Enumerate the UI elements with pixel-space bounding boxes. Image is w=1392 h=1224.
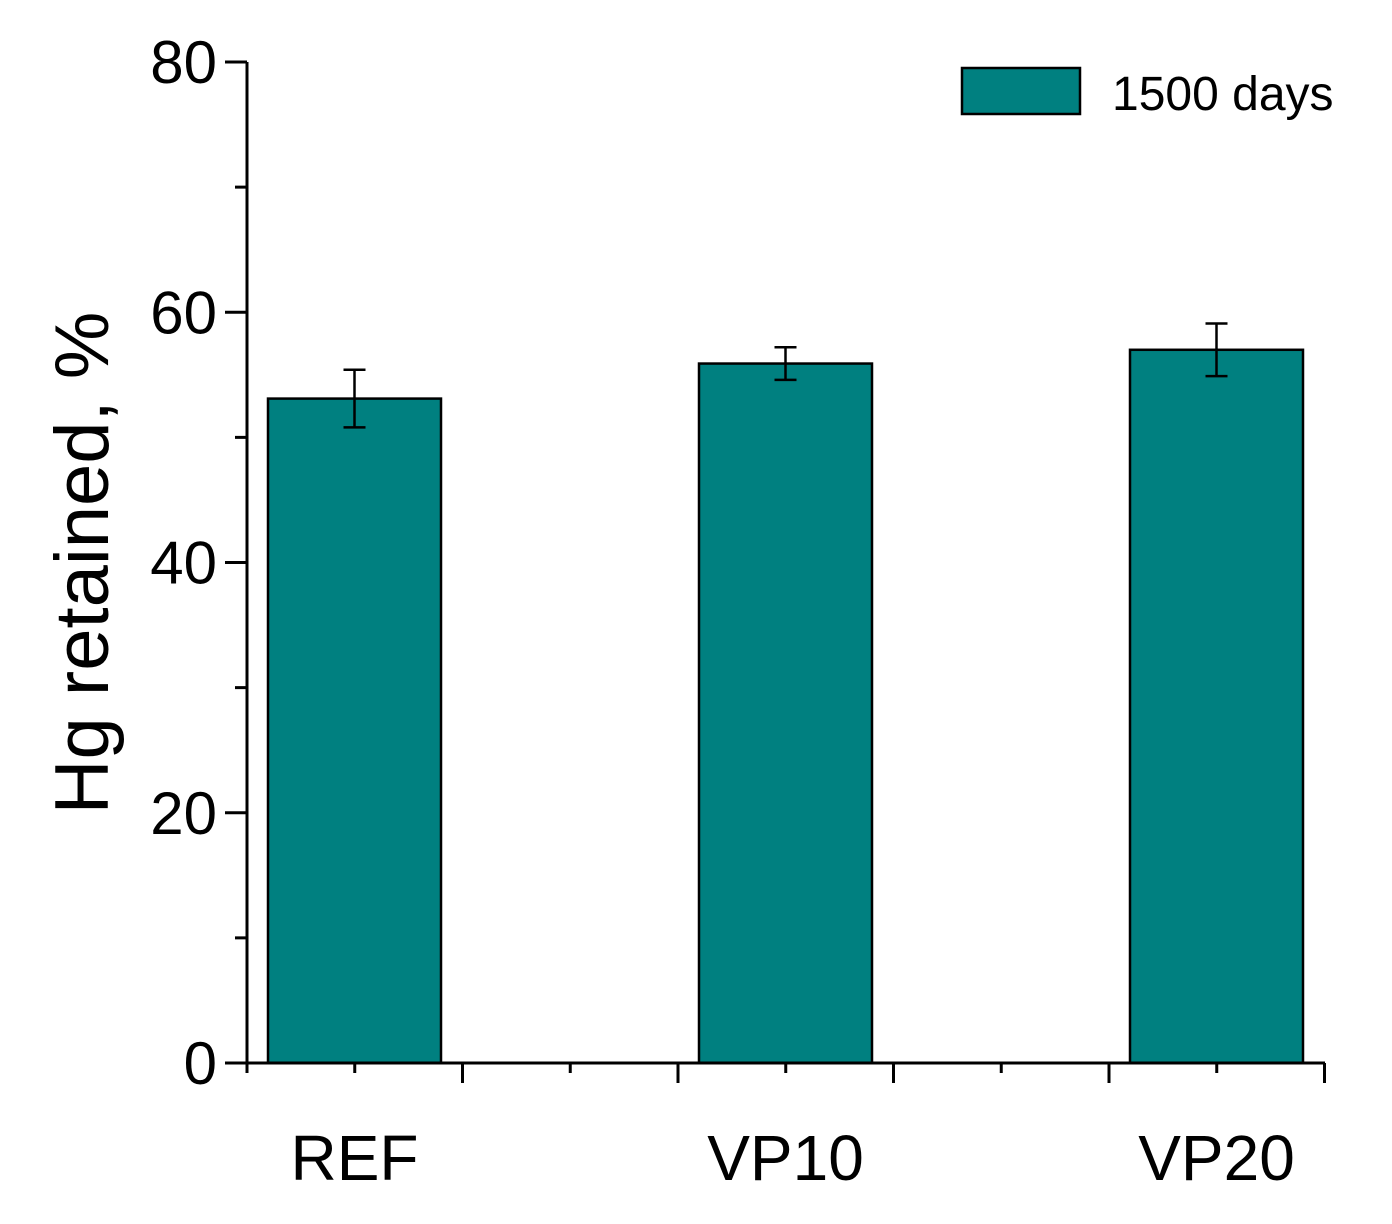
- y-tick-label: 60: [150, 279, 217, 346]
- bar-vp10: [697, 362, 874, 1065]
- bars-layer: [266, 348, 1305, 1065]
- y-tick-labels: 0 20 40 60 80: [150, 29, 217, 1097]
- axes-layer: [225, 60, 1326, 1083]
- error-bar-vp10: [774, 346, 797, 382]
- error-bar-vp20: [1205, 322, 1228, 378]
- y-tick-label: 80: [150, 29, 217, 96]
- legend: 1500 days: [960, 66, 1334, 121]
- x-tick-labels: REF VP10 VP20: [291, 1122, 1295, 1194]
- x-tick-label-vp10: VP10: [707, 1122, 864, 1194]
- y-tick-label: 20: [150, 780, 217, 847]
- x-tick-label-ref: REF: [291, 1122, 419, 1194]
- y-axis-title: Hg retained, %: [40, 312, 125, 815]
- error-bar-ref: [343, 368, 366, 429]
- bar-vp20: [1128, 348, 1305, 1065]
- error-bars-layer: [343, 322, 1228, 429]
- legend-label: 1500 days: [1112, 68, 1334, 121]
- legend-swatch: [960, 66, 1082, 116]
- bar-ref: [266, 397, 443, 1065]
- y-tick-label: 0: [184, 1030, 217, 1097]
- x-tick-label-vp20: VP20: [1138, 1122, 1295, 1194]
- y-tick-label: 40: [150, 530, 217, 597]
